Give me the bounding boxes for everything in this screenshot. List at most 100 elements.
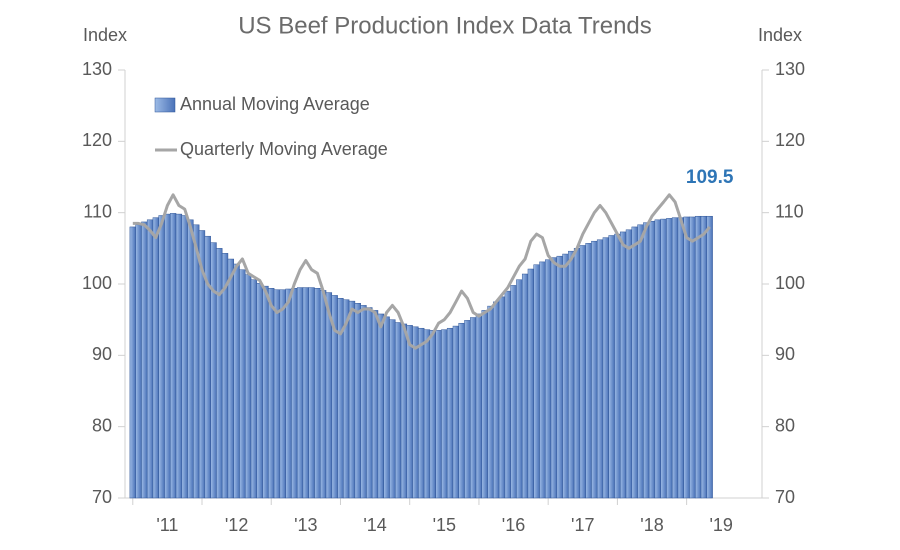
bar	[510, 285, 517, 499]
x-tick-label: '16	[502, 515, 525, 535]
y2-tick-label: 90	[775, 344, 795, 364]
bar	[596, 239, 604, 499]
bar	[700, 215, 708, 499]
bar	[631, 226, 638, 499]
bar	[141, 221, 148, 499]
x-tick-label: '14	[363, 515, 386, 535]
y2-tick-label: 110	[775, 201, 804, 221]
y-tick-label: 80	[92, 415, 112, 435]
bar	[389, 319, 396, 499]
bar	[360, 305, 367, 499]
bar	[169, 213, 177, 499]
bar	[233, 263, 240, 499]
bar	[227, 258, 235, 499]
bar	[550, 257, 558, 499]
bar	[262, 285, 269, 499]
bar	[614, 233, 621, 499]
bar	[239, 269, 246, 499]
bar	[406, 325, 413, 499]
bar	[193, 224, 200, 499]
bar	[706, 215, 713, 499]
bar	[152, 217, 159, 499]
legend-label: Annual Moving Average	[180, 94, 370, 114]
bar	[498, 296, 506, 499]
bar	[654, 219, 661, 499]
bar	[354, 303, 361, 499]
bar	[216, 248, 223, 499]
bar	[400, 323, 408, 499]
bar	[302, 287, 309, 499]
bar	[210, 242, 217, 499]
bar	[135, 224, 142, 499]
bar	[446, 327, 454, 499]
bar	[545, 259, 552, 499]
y2-tick-label: 70	[775, 487, 795, 507]
bar	[296, 287, 304, 499]
bar	[562, 253, 569, 499]
x-tick-label: '17	[571, 515, 594, 535]
bar	[493, 301, 500, 499]
y-tick-label: 100	[82, 273, 112, 293]
y-tick-label: 120	[82, 130, 112, 150]
bar	[429, 330, 436, 499]
bar	[435, 330, 442, 499]
bar	[464, 320, 471, 499]
bar	[643, 222, 650, 499]
bar	[187, 219, 194, 499]
bar	[458, 322, 465, 499]
bar	[250, 279, 258, 499]
y2-tick-label: 80	[775, 415, 795, 435]
bar	[602, 237, 609, 499]
x-tick-label: '12	[225, 515, 248, 535]
bar	[158, 215, 165, 499]
y-tick-label: 130	[82, 59, 112, 79]
bar	[412, 326, 419, 499]
bar	[418, 327, 425, 499]
y-tick-label: 90	[92, 344, 112, 364]
bar	[475, 313, 483, 499]
bar	[383, 316, 390, 499]
bar	[146, 219, 154, 499]
bar	[637, 224, 644, 499]
bar	[585, 243, 592, 499]
chart-title: US Beef Production Index Data Trends	[238, 12, 652, 39]
bar	[608, 235, 615, 499]
y-tick-label: 70	[92, 487, 112, 507]
value-label: 109.5	[686, 167, 734, 188]
bar	[441, 329, 448, 499]
y-tick-label: 110	[83, 201, 112, 221]
bar	[533, 264, 540, 499]
bar	[568, 250, 575, 499]
legend-marker	[154, 97, 176, 113]
line	[132, 193, 711, 350]
bar	[175, 213, 183, 499]
bar	[619, 231, 627, 499]
bar	[308, 287, 315, 499]
legend-label: Quarterly Moving Average	[180, 139, 388, 159]
bar	[371, 310, 379, 499]
x-tick-label: '15	[433, 515, 456, 535]
y2-tick-label: 130	[775, 59, 805, 79]
y2-axis-label: Index	[758, 25, 802, 45]
bar	[695, 215, 702, 499]
bar	[579, 245, 586, 499]
bar	[521, 273, 529, 499]
bar	[527, 268, 534, 499]
bar	[539, 261, 546, 499]
bar	[666, 218, 673, 499]
bar	[516, 279, 523, 499]
bar	[377, 313, 384, 499]
bar	[366, 307, 373, 499]
y-axis-label: Index	[83, 25, 127, 45]
bar	[677, 217, 685, 499]
bar	[181, 215, 188, 499]
bar	[452, 325, 460, 499]
bar	[423, 329, 431, 499]
bar	[487, 305, 494, 499]
x-tick-label: '11	[156, 515, 178, 535]
bar	[279, 289, 286, 499]
bar	[556, 255, 563, 499]
bar	[660, 218, 667, 499]
